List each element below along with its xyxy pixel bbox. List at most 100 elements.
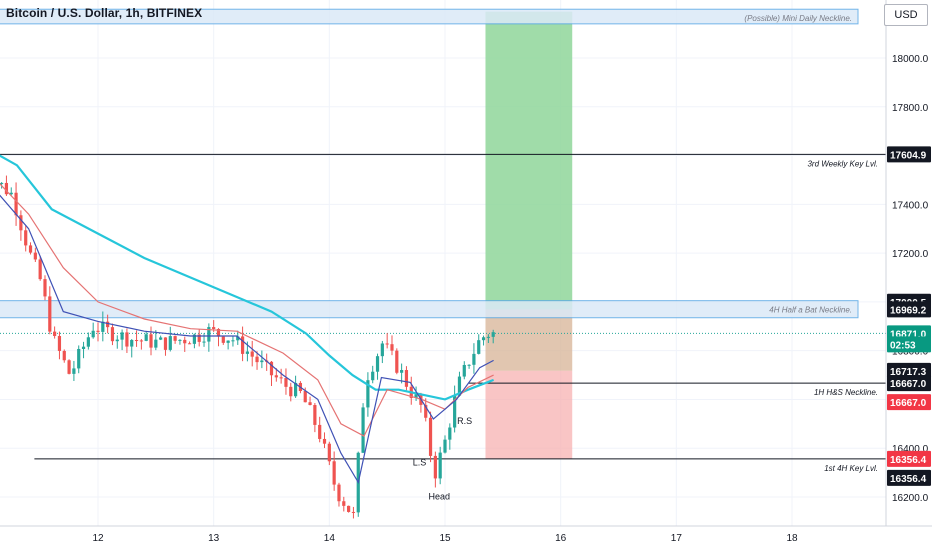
candle-body [81,346,86,349]
price-badge-label: 16356.4 [890,474,927,485]
candle-body [226,340,230,343]
candle-body [385,343,389,345]
candle-body [139,340,143,342]
candle-body [33,252,37,260]
candle-body [48,296,52,332]
candle-body [187,343,192,345]
candle-body [0,182,4,184]
candle-body [332,461,336,485]
x-tick-label: 12 [92,533,104,544]
candle-body [313,405,317,425]
candle-body [67,360,71,374]
candle-body [110,327,115,342]
candle-body [491,332,495,337]
currency-selector[interactable]: USD [884,4,928,26]
candle-body [240,336,245,354]
candle-body [38,259,42,280]
neckline-zone [0,300,859,319]
candle-body [375,356,380,372]
candle-body [438,452,442,479]
candle-body [453,395,457,428]
price-badge-label: 17604.9 [890,150,927,161]
candle-body [380,343,384,357]
entry-zone [485,309,573,371]
price-badge [887,469,931,486]
candle-body [477,340,481,354]
candle-body [342,501,346,506]
price-badge [887,375,931,392]
zone-label: (Possible) Mini Daily Neckline. [744,14,852,23]
candle-body [404,370,409,387]
candle-body [260,360,264,363]
pattern-label: R.S [457,416,472,426]
x-tick-label: 18 [786,533,798,544]
candle-body [24,230,28,246]
candle-body [101,321,105,332]
price-badge [887,394,931,411]
candle-body [9,192,13,195]
ema-line-2 [0,183,494,437]
candle-body [134,340,139,342]
candle-body [57,335,62,351]
candle-body [337,484,341,502]
price-badge-label: 02:53 [890,340,916,351]
candle-body [351,511,356,513]
candle-body [322,438,327,444]
candle-body [212,327,216,329]
candle-body [284,378,288,387]
candle-body [19,215,23,231]
y-tick-label: 18000.0 [892,54,929,65]
candle-body [462,364,466,377]
candle-body [77,348,81,369]
candle-body [149,334,153,348]
candle-body [159,337,163,340]
stop-loss-zone [485,370,573,459]
candle-body [221,336,225,343]
candle-body [255,356,259,363]
candle-body [347,505,351,512]
price-badge-label: 16667.0 [890,398,927,409]
candle-body [91,330,95,338]
candle-body [486,336,490,338]
neckline-zone [0,8,859,25]
candle-body [245,351,250,354]
x-tick-label: 15 [439,533,451,544]
x-tick-label: 17 [671,533,683,544]
candle-body [318,424,322,439]
candle-body [168,336,172,350]
candle-body [472,353,476,365]
y-tick-label: 17200.0 [892,249,929,260]
candle-body [62,350,66,361]
price-badge [887,450,931,467]
candle-body [144,334,148,341]
key-level-label: 3rd Weekly Key Lvl. [807,159,878,168]
candle-body [390,344,394,351]
y-tick-label: 17800.0 [892,103,929,114]
candle-body [443,439,447,453]
price-badge-label: 16717.3 [890,367,927,378]
price-badge [887,336,931,353]
y-tick-label: 16200.0 [892,493,929,504]
ema-line-1 [0,154,494,401]
candle-body [400,370,404,373]
candle-body [274,375,278,378]
candle-body [327,443,331,462]
candle-body [202,341,206,343]
candle-body [279,377,283,379]
candle-body [125,332,129,347]
take-profit-zone [485,11,573,310]
price-axis-panel [886,0,932,550]
candle-body [467,364,471,366]
candle-body [308,402,312,406]
key-level-label: 1H H&S Neckline. [814,388,878,397]
candle-body [154,339,158,348]
candle-body [424,404,428,418]
candle-body [197,334,201,342]
price-badge-label: 16871.0 [890,329,927,340]
candle-body [269,361,274,376]
zone-label: 4H Half a Bat Neckline. [769,306,852,315]
candle-body [366,380,370,408]
